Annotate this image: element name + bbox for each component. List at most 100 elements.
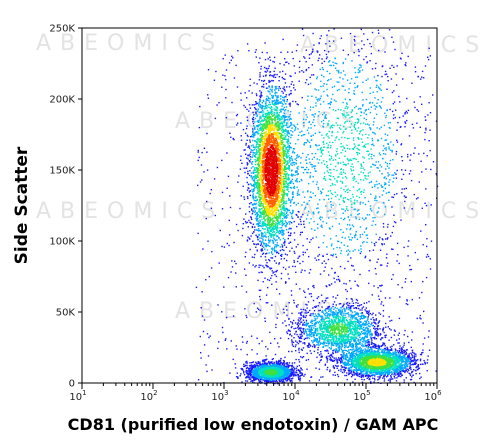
event-dot [262,265,264,267]
event-dot [301,70,303,72]
event-dot [289,227,291,230]
event-dot [310,53,312,55]
event-dot [357,338,359,341]
event-dot [256,363,258,365]
event-dot [221,326,224,329]
event-dot [380,107,382,109]
event-dot [409,366,411,369]
event-dot [328,227,331,229]
event-dot [307,127,310,129]
event-dot [241,368,244,370]
event-dot [296,155,298,157]
event-dot [254,51,257,53]
event-dot [375,314,377,316]
event-dot [361,343,363,345]
event-dot [398,342,400,344]
event-dot [402,346,404,348]
event-dot [376,372,378,374]
event-dot [375,319,377,321]
event-dot [413,353,416,355]
event-dot [254,199,256,202]
event-dot [249,141,251,143]
event-dot [279,62,281,65]
event-dot [317,186,319,189]
event-dot [288,277,290,280]
event-dot [293,187,296,189]
event-dot [248,50,250,52]
event-dot [360,331,363,333]
event-dot [252,116,255,119]
event-dot [210,189,212,191]
event-dot [363,333,365,335]
event-dot [349,355,351,358]
event-dot [347,373,350,376]
event-dot [290,294,293,296]
event-dot [325,356,327,359]
event-dot [309,309,311,312]
event-dot [360,352,362,355]
event-dot [322,68,324,71]
event-dot [257,120,259,122]
event-dot [351,346,354,349]
event-dot [425,224,427,226]
event-dot [328,305,331,308]
event-dot [358,305,361,307]
event-dot [320,85,322,88]
event-dot [274,245,276,248]
event-dot [248,203,251,205]
event-dot [408,357,410,359]
event-dot [304,57,306,59]
event-dot [286,314,288,317]
event-dot [379,328,381,330]
event-dot [269,91,271,93]
event-dot [318,320,320,323]
event-dot [341,344,343,346]
event-dot [355,343,357,345]
event-dot [401,349,403,351]
event-dot [342,70,345,72]
event-dot [321,317,324,319]
event-dot [421,207,423,209]
event-dot [288,302,290,304]
event-dot [238,175,240,177]
event-dot [384,70,387,73]
event-dot [294,158,296,160]
event-dot [252,150,254,152]
event-dot [292,265,294,268]
event-dot [390,348,393,350]
event-dot [430,168,432,171]
event-dot [360,375,362,377]
event-dot [252,210,254,212]
event-dot [284,103,287,105]
event-dot [343,312,345,314]
event-dot [339,361,342,363]
event-dot [409,374,412,377]
event-dot [298,180,301,183]
event-dot [346,356,349,358]
event-dot [330,238,332,240]
event-dot [286,126,288,128]
event-dot [382,330,384,332]
event-dot [340,362,342,364]
event-dot [244,220,247,223]
event-dot [352,250,354,252]
event-dot [295,162,297,164]
event-dot [361,374,363,376]
event-dot [288,369,290,371]
event-dot [255,113,257,116]
event-dot [374,184,376,186]
event-dot [338,358,341,360]
event-dot [301,372,303,375]
event-dot [321,315,324,318]
event-dot [221,191,224,194]
event-dot [286,86,288,88]
event-dot [264,243,266,245]
event-dot [282,379,285,381]
event-dot [251,156,254,158]
event-dot [366,334,368,336]
event-dot [397,121,399,124]
event-dot [306,337,308,339]
event-dot [291,193,294,195]
event-dot [355,371,358,373]
event-dot [289,234,292,237]
